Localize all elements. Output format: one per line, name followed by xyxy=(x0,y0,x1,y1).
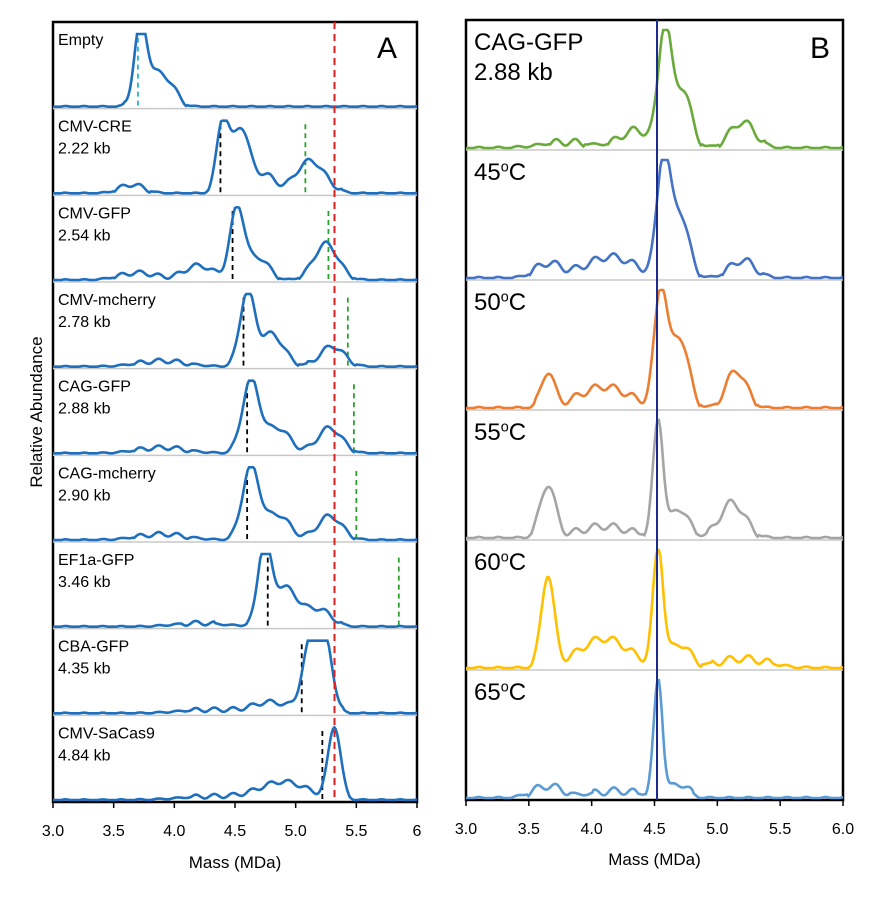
panel-a-series-line xyxy=(53,552,418,628)
panel-a-series-name: CMV-GFP xyxy=(58,205,131,222)
panel-a-series-name: Empty xyxy=(58,32,103,49)
panel-b-series-name: 65oC xyxy=(474,679,526,706)
panel-a-series-line xyxy=(53,292,418,368)
panel-b-series-line xyxy=(466,158,844,280)
panel-a-series-name: CMV-SaCas9 xyxy=(58,725,155,742)
panel-b-x-tick-label: 3.5 xyxy=(518,821,540,838)
panel-b-series-line xyxy=(466,548,844,670)
panel-a-series-size: 2.90 kb xyxy=(58,487,111,504)
panel-a-x-tick-label: 4.5 xyxy=(224,823,246,840)
panel-a-series-size: 2.88 kb xyxy=(58,401,111,418)
panel-b-series-line xyxy=(466,418,844,540)
panel-a-x-tick-label: 5.5 xyxy=(345,823,367,840)
panel-b-series-size: 2.88 kb xyxy=(474,59,553,86)
panel-b-series-line xyxy=(466,678,844,800)
panel-a-x-tick-label: 3.0 xyxy=(42,823,64,840)
panel-b-series-name: CAG-GFP xyxy=(474,29,583,56)
panel-a-series-line xyxy=(53,725,418,802)
panel-b-series-name: 60oC xyxy=(474,549,526,576)
panel-a-x-tick-label: 5.0 xyxy=(285,823,307,840)
panel-a-series-name: CMV-mcherry xyxy=(58,292,156,309)
panel-a-series-line xyxy=(53,32,418,108)
panel-a-series-name: CAG-GFP xyxy=(58,379,131,396)
panel-a-x-tick-label: 4.0 xyxy=(163,823,185,840)
panel-a-series-size: 2.78 kb xyxy=(58,314,111,331)
panel-a-series-name: CBA-GFP xyxy=(58,639,129,656)
panel-b-x-tick-label: 4.0 xyxy=(581,821,603,838)
panel-a-series-name: EF1a-GFP xyxy=(58,552,134,569)
panel-a-series-name: CMV-CRE xyxy=(58,119,132,136)
panel-b-x-tick-label: 3.0 xyxy=(455,821,477,838)
panel-a-series-size: 4.35 kb xyxy=(58,661,111,678)
panel-b-series-name: 50oC xyxy=(474,289,526,316)
panel-b-x-axis-label: Mass (MDa) xyxy=(608,850,701,869)
panel-b-series-name: 55oC xyxy=(474,419,526,446)
panel-a-series-size: 2.54 kb xyxy=(58,227,111,244)
panel-a-series-line xyxy=(53,119,418,195)
panel-b-x-tick-label: 5.5 xyxy=(769,821,791,838)
panel-b-series-line xyxy=(466,288,844,410)
panel-b-series-name: 45oC xyxy=(474,159,526,186)
panel-b-label: B xyxy=(810,32,830,65)
panel-a-series-size: 4.84 kb xyxy=(58,747,111,764)
panel-a-series-size: 2.22 kb xyxy=(58,141,111,158)
panel-b-x-tick-label: 6.0 xyxy=(832,821,854,838)
panel-a-x-tick-label: 3.5 xyxy=(103,823,125,840)
panel-a-label: A xyxy=(377,32,397,65)
panel-a-x-tick-label: 6 xyxy=(413,823,422,840)
panel-b-x-tick-label: 4.5 xyxy=(643,821,665,838)
panel-a-series-line xyxy=(53,466,418,542)
panel-a-series-line xyxy=(53,206,418,282)
panel-a-x-axis-label: Mass (MDa) xyxy=(189,853,282,872)
panel-b-x-tick-label: 5.0 xyxy=(706,821,728,838)
panel-b-series-line xyxy=(466,28,844,150)
panel-a-series-line xyxy=(53,379,418,455)
panel-a-series-line xyxy=(53,639,418,715)
panel-a-series-size: 3.46 kb xyxy=(58,574,111,591)
panel-a-series-name: CAG-mcherry xyxy=(58,465,156,482)
panel-a-y-axis-label: Relative Abundance xyxy=(27,336,46,487)
